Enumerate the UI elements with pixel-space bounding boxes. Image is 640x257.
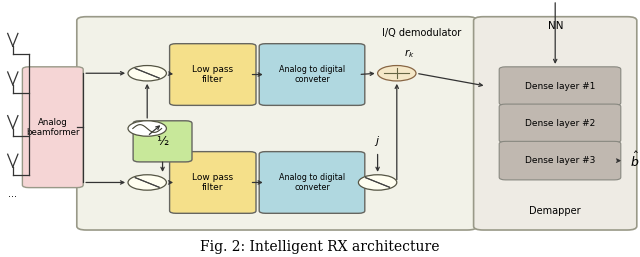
FancyBboxPatch shape	[259, 152, 365, 213]
Text: $\hat{b}$: $\hat{b}$	[630, 151, 640, 170]
Circle shape	[358, 175, 397, 190]
FancyBboxPatch shape	[170, 152, 256, 213]
Circle shape	[128, 66, 166, 81]
Text: Dense layer #2: Dense layer #2	[525, 119, 595, 128]
Text: Fig. 2: Intelligent RX architecture: Fig. 2: Intelligent RX architecture	[200, 241, 440, 254]
Text: Low pass
filter: Low pass filter	[192, 173, 234, 192]
FancyBboxPatch shape	[499, 104, 621, 143]
Text: $r_k$: $r_k$	[404, 48, 415, 60]
Text: Dense layer #1: Dense layer #1	[525, 81, 595, 91]
Circle shape	[128, 121, 166, 136]
FancyBboxPatch shape	[259, 44, 365, 105]
Text: Analog to digital
conveter: Analog to digital conveter	[279, 65, 345, 84]
Text: ...: ...	[8, 189, 17, 199]
FancyBboxPatch shape	[133, 121, 192, 162]
Circle shape	[128, 175, 166, 190]
FancyBboxPatch shape	[474, 17, 637, 230]
Text: Demapper: Demapper	[529, 206, 581, 216]
Text: Analog to digital
conveter: Analog to digital conveter	[279, 173, 345, 192]
Text: NN: NN	[548, 21, 563, 31]
FancyBboxPatch shape	[170, 44, 256, 105]
Text: $j$: $j$	[374, 134, 381, 148]
FancyBboxPatch shape	[499, 141, 621, 180]
Text: Analog
beamformer: Analog beamformer	[26, 117, 79, 137]
FancyBboxPatch shape	[499, 67, 621, 105]
Text: ½: ½	[156, 135, 169, 148]
FancyBboxPatch shape	[22, 67, 83, 188]
FancyBboxPatch shape	[77, 17, 477, 230]
Text: Low pass
filter: Low pass filter	[192, 65, 234, 84]
Circle shape	[378, 66, 416, 81]
Text: I/Q demodulator: I/Q demodulator	[381, 28, 461, 38]
Text: Dense layer #3: Dense layer #3	[525, 156, 595, 165]
